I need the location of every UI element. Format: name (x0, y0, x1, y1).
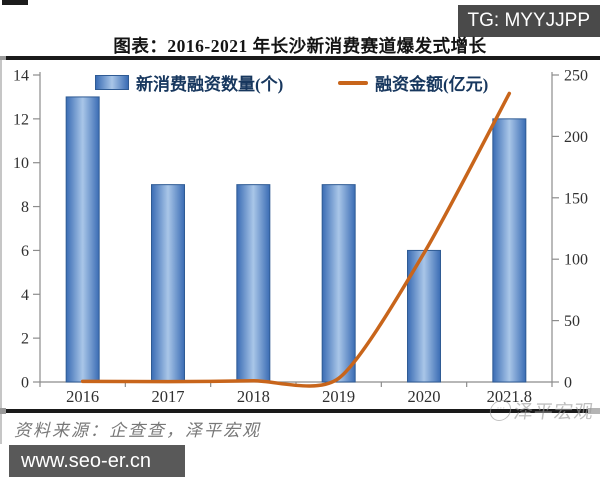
bottom-rule (6, 409, 588, 413)
watermark: ··· 泽平宏观 (488, 397, 596, 424)
rule-end-cap (588, 408, 600, 414)
left-axis-tick-label: 2 (21, 331, 29, 348)
legend-label-line: 融资金额(亿元) (375, 75, 489, 94)
left-axis-tick-label: 0 (21, 375, 29, 392)
watermark-logo-icon: ··· (488, 400, 513, 421)
x-axis-label: 2016 (66, 387, 99, 406)
rule-end-cap (0, 408, 6, 414)
right-axis-tick-label: 100 (564, 252, 588, 269)
x-axis-label: 2017 (152, 387, 185, 406)
watermark-text: 泽平宏观 (512, 402, 596, 423)
bar-2019 (321, 184, 356, 383)
line-series-swatch (338, 80, 368, 85)
left-axis-tick-label: 6 (21, 243, 29, 260)
legend-item-line: 融资金额(亿元) (338, 70, 488, 95)
right-axis-tick-label: 200 (564, 129, 588, 146)
screen-edge-artifact (0, 60, 2, 444)
x-axis-label: 2020 (408, 387, 441, 406)
bar-2021.8 (492, 118, 527, 383)
right-axis-tick-label: 250 (564, 68, 588, 85)
legend-label-bars: 新消费融资数量(个) (136, 75, 284, 94)
bar-series-swatch (95, 75, 129, 90)
bar-2018 (236, 184, 271, 383)
right-axis-tick-label: 150 (564, 190, 588, 207)
line-series (80, 91, 512, 388)
site-badge: www.seo-er.cn (9, 445, 185, 477)
left-axis-tick-label: 12 (13, 111, 29, 128)
right-axis-tick-label: 50 (564, 313, 580, 330)
chart-title: 图表：2016-2021 年长沙新消费赛道爆发式增长 (113, 36, 487, 56)
left-axis-tick-label: 8 (21, 199, 29, 216)
left-axis-tick-label: 10 (13, 155, 29, 172)
x-axis-label: 2019 (322, 387, 355, 406)
legend-item-bars: 新消费融资数量(个) (95, 70, 283, 95)
top-rule (6, 56, 600, 60)
tg-badge: TG: MYYJJPP (457, 5, 600, 37)
left-axis-tick-label: 4 (21, 287, 29, 304)
bar-2016 (65, 96, 100, 383)
source-note: 资料来源：企查查，泽平宏观 (14, 421, 261, 440)
left-axis-tick-label: 14 (13, 68, 29, 85)
x-axis-label: 2018 (237, 387, 270, 406)
x-axis-label: 2021.8 (487, 387, 532, 406)
screen-artifact (2, 0, 28, 5)
right-axis-tick-label: 0 (564, 375, 572, 392)
rule-end-cap (0, 56, 6, 60)
bar-2017 (151, 184, 185, 383)
chart-legend: 新消费融资数量(个) 融资金额(亿元) (0, 70, 600, 95)
